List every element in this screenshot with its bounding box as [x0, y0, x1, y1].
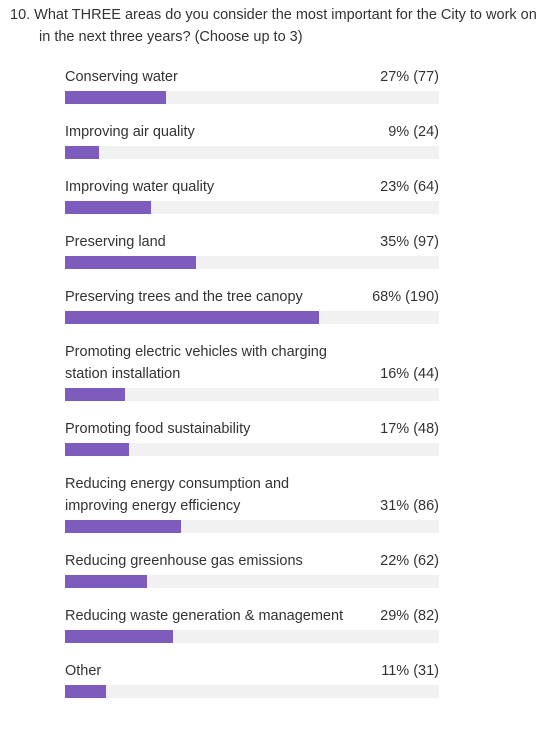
bar [65, 146, 99, 159]
results: Conserving water 27% (77) Improving air qu… [65, 66, 439, 715]
value-label: 16% (44) [380, 366, 439, 382]
option-label: Improving water quality [65, 179, 215, 195]
result-row: Reducing waste generation & management 29… [65, 605, 439, 643]
option-label: Other [65, 663, 102, 679]
bar [65, 630, 174, 643]
question-title: 10. What THREE areas do you consider the… [10, 7, 537, 45]
result-row: Other 11% (31) [65, 660, 439, 698]
option-label: Reducing waste generation & management [65, 608, 344, 624]
value-label: 35% (97) [380, 234, 439, 250]
option-label: Preserving trees and the tree canopy [65, 289, 303, 305]
bar-track [65, 443, 439, 456]
option-label: Conserving water [65, 69, 178, 85]
value-label: 23% (64) [380, 179, 439, 195]
row-head: Reducing energy consumption and improvin… [65, 473, 439, 517]
option-label: Improving air quality [65, 124, 195, 140]
bar-track [65, 201, 439, 214]
bar [65, 443, 129, 456]
option-label: Promoting electric vehicles with chargin… [65, 344, 327, 382]
result-row: Reducing energy consumption and improvin… [65, 473, 439, 533]
value-label: 68% (190) [372, 289, 439, 305]
row-head: Reducing greenhouse gas emissions 22% (62… [65, 550, 439, 572]
bar [65, 201, 152, 214]
value-label: 27% (77) [380, 69, 439, 85]
bar [65, 520, 181, 533]
row-head: Conserving water 27% (77) [65, 66, 439, 88]
bar [65, 311, 320, 324]
bar-track [65, 520, 439, 533]
result-row: Preserving trees and the tree canopy 68% … [65, 286, 439, 324]
bar [65, 256, 196, 269]
row-head: Promoting electric vehicles with chargin… [65, 341, 439, 385]
result-row: Conserving water 27% (77) [65, 66, 439, 104]
value-label: 17% (48) [380, 421, 439, 437]
result-row: Promoting food sustainability 17% (48) [65, 418, 439, 456]
value-label: 31% (86) [380, 498, 439, 514]
result-row: Improving water quality 23% (64) [65, 176, 439, 214]
bar-track [65, 256, 439, 269]
bar-track [65, 685, 439, 698]
bar [65, 575, 148, 588]
value-label: 11% (31) [381, 663, 439, 679]
value-label: 29% (82) [380, 608, 439, 624]
bar [65, 91, 166, 104]
value-label: 22% (62) [380, 553, 439, 569]
row-head: Preserving trees and the tree canopy 68% … [65, 286, 439, 308]
bar-track [65, 630, 439, 643]
row-head: Reducing waste generation & management 29… [65, 605, 439, 627]
result-row: Promoting electric vehicles with chargin… [65, 341, 439, 401]
row-head: Other 11% (31) [65, 660, 439, 682]
bar-track [65, 311, 439, 324]
row-head: Preserving land 35% (97) [65, 231, 439, 253]
row-head: Improving water quality 23% (64) [65, 176, 439, 198]
bar-track [65, 146, 439, 159]
option-label: Reducing greenhouse gas emissions [65, 553, 303, 569]
bar [65, 685, 107, 698]
row-head: Promoting food sustainability 17% (48) [65, 418, 439, 440]
option-label: Promoting food sustainability [65, 421, 251, 437]
value-label: 9% (24) [388, 124, 439, 140]
option-label: Preserving land [65, 234, 166, 250]
result-row: Preserving land 35% (97) [65, 231, 439, 269]
bar-track [65, 575, 439, 588]
option-label: Reducing energy consumption and improvin… [65, 476, 290, 514]
bar-track [65, 91, 439, 104]
result-row: Reducing greenhouse gas emissions 22% (62… [65, 550, 439, 588]
bar-track [65, 388, 439, 401]
row-head: Improving air quality 9% (24) [65, 121, 439, 143]
result-row: Improving air quality 9% (24) [65, 121, 439, 159]
bar [65, 388, 125, 401]
